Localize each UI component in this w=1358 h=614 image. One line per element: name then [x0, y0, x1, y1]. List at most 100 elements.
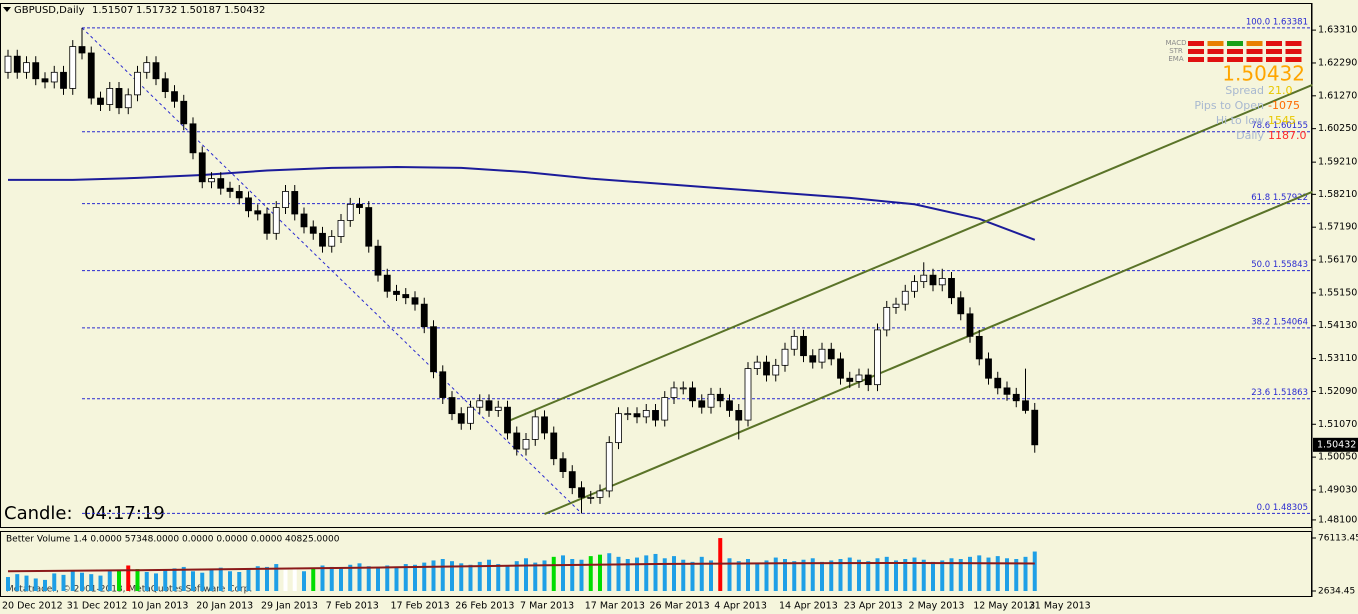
candle-body	[522, 439, 530, 450]
last-price-box	[1313, 437, 1358, 452]
volume-bar	[931, 561, 935, 591]
volume-bar	[607, 553, 612, 591]
candle-body	[698, 400, 706, 408]
volume-tick-label: 76113.45	[1318, 534, 1358, 544]
candle-body	[245, 197, 252, 212]
candle-body	[476, 400, 484, 408]
candle-body	[578, 487, 585, 498]
signal-block	[1266, 49, 1282, 54]
volume-bar	[283, 569, 288, 591]
candle-body	[152, 62, 160, 80]
signal-block	[1207, 41, 1224, 46]
volume-bar	[801, 559, 806, 591]
signal-block	[1188, 41, 1204, 46]
volume-bar	[940, 560, 945, 591]
x-tick-label: 17 Feb 2013	[391, 601, 450, 612]
trend-line	[81, 27, 582, 514]
candle-body	[124, 94, 132, 109]
volume-tick-label: 2634.45	[1318, 587, 1355, 597]
candle-body	[1031, 409, 1039, 446]
volume-bar	[33, 578, 38, 591]
candle-body	[800, 335, 807, 357]
x-tick-label: 14 Apr 2013	[779, 601, 838, 612]
volume-bar	[89, 574, 94, 591]
trend-line	[507, 83, 1313, 423]
x-tick-label: 7 Mar 2013	[520, 601, 574, 612]
volume-bar	[394, 566, 399, 591]
y-tick-label: 1.63310	[1318, 25, 1357, 36]
volume-title: Better Volume 1.4 0.0000 57348.0000 0.00…	[6, 535, 340, 545]
volume-bar	[154, 573, 158, 591]
candle-body	[855, 374, 863, 382]
candle-body	[430, 326, 437, 373]
candle-body	[892, 303, 900, 308]
candle-body	[707, 393, 715, 408]
y-tick-label: 1.61270	[1318, 90, 1357, 101]
fib-label: 78.6 1.60155	[1251, 121, 1308, 131]
candle-body	[670, 387, 678, 398]
candle-body	[97, 97, 104, 105]
volume-bar	[625, 558, 630, 591]
candle-body	[494, 406, 502, 411]
candle-body	[32, 62, 40, 80]
candle-body	[78, 46, 86, 54]
candle-body	[957, 297, 965, 315]
volume-bar	[357, 563, 362, 591]
volume-bar	[413, 564, 417, 591]
candle-body	[827, 348, 835, 360]
volume-bar	[237, 571, 242, 591]
candle-body	[559, 458, 567, 473]
volume-bar	[995, 556, 1000, 591]
candle-body	[300, 213, 308, 228]
volume-bar	[949, 558, 954, 591]
volume-bar	[968, 556, 972, 591]
candle-body	[448, 397, 456, 415]
x-tick-label: 10 Jan 2013	[132, 601, 189, 612]
volume-bar	[662, 558, 667, 591]
volume-bar	[505, 565, 510, 591]
candle-body	[874, 329, 881, 386]
candle-body	[254, 210, 262, 215]
indicator-label: EMA	[1168, 55, 1183, 63]
candle-body	[911, 281, 918, 292]
signal-block	[1188, 49, 1204, 54]
x-tick-label: 12 May 2013	[973, 601, 1035, 612]
candle-body	[966, 313, 974, 337]
x-tick-label: 29 Jan 2013	[261, 601, 318, 612]
volume-bar	[52, 573, 57, 591]
candle-body	[938, 277, 946, 286]
volume-bar	[255, 566, 260, 591]
volume-bar	[311, 567, 316, 591]
candle-body	[615, 413, 622, 444]
volume-bar	[810, 558, 815, 591]
volume-bar	[1014, 558, 1019, 591]
volume-bar	[126, 565, 131, 591]
candle-body	[263, 213, 271, 234]
x-tick-label: 7 Feb 2013	[326, 601, 379, 612]
volume-average	[7, 561, 1035, 573]
info-value: 1545	[1268, 114, 1296, 127]
candle-body	[513, 432, 521, 450]
volume-bar	[958, 558, 963, 591]
y-tick-label: 1.57190	[1318, 222, 1357, 233]
info-value: 1187.0	[1268, 129, 1307, 142]
big-price: 1.50432	[1222, 62, 1305, 86]
indicator-label: MACD	[1166, 39, 1187, 47]
candle-body	[87, 52, 95, 99]
volume-bar	[181, 566, 186, 591]
volume-bar	[773, 557, 778, 591]
ohlc-close: 1.50432	[224, 5, 265, 16]
volume-bar	[672, 556, 676, 591]
candle-body	[661, 397, 669, 421]
volume-bar	[200, 572, 205, 591]
candle-body	[402, 294, 410, 299]
y-tick-label: 1.60250	[1318, 123, 1357, 134]
volume-bar	[847, 557, 852, 591]
volume-bar	[616, 556, 621, 591]
candle-body	[818, 348, 826, 363]
volume-bar	[228, 571, 232, 591]
candle-body	[735, 410, 743, 421]
ohlc-high: 1.51732	[136, 5, 177, 16]
volume-bar	[588, 556, 593, 591]
volume-bar	[551, 556, 556, 591]
